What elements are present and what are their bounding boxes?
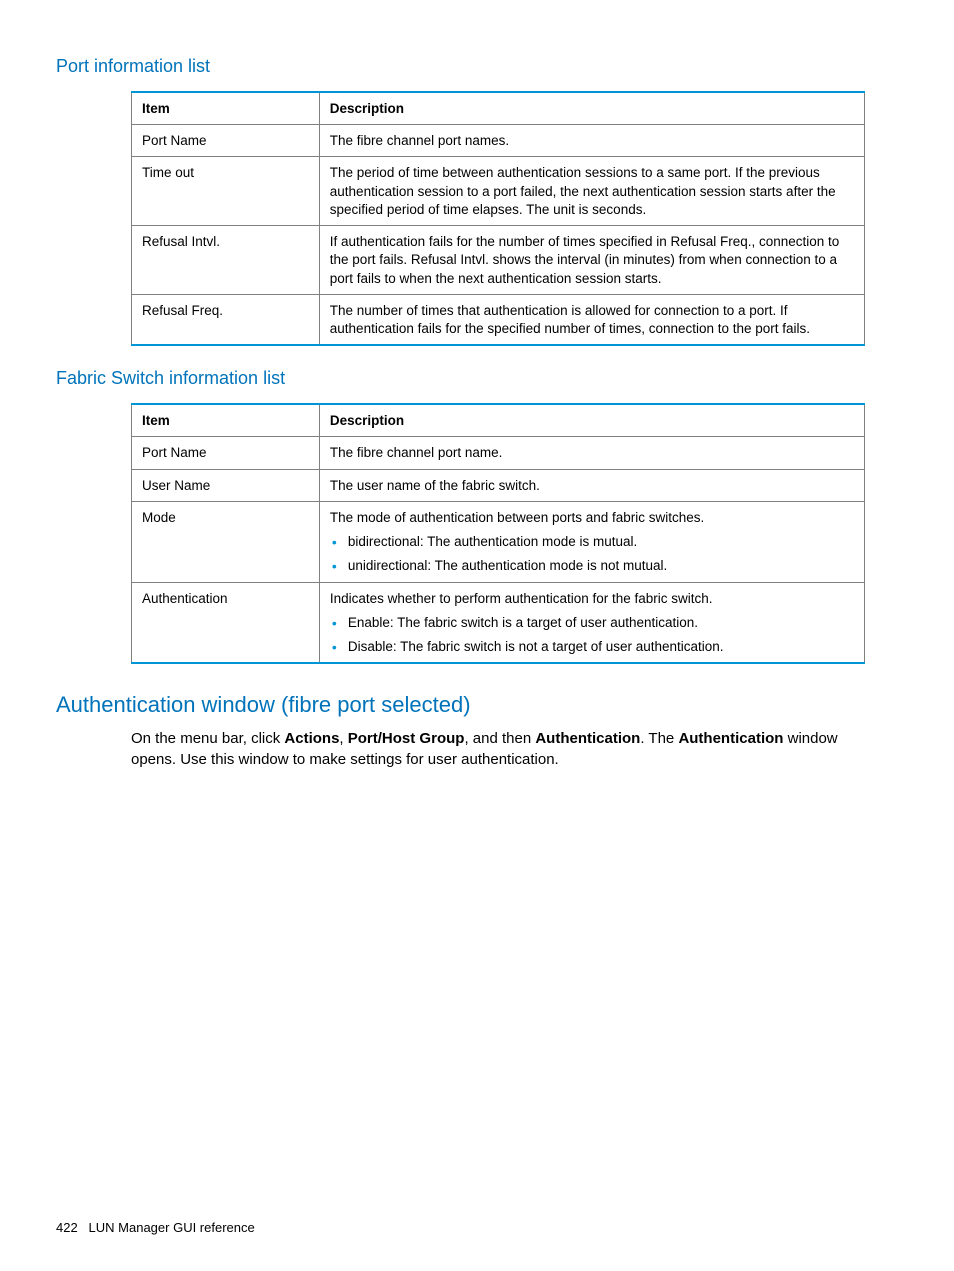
table-row: Refusal Intvl. If authentication fails f… (132, 226, 865, 295)
cell-item: Authentication (132, 582, 320, 663)
cell-item: Mode (132, 501, 320, 582)
page-number: 422 (56, 1220, 78, 1235)
port-info-table: Item Description Port Name The fibre cha… (131, 91, 865, 346)
para-text: , and then (464, 730, 535, 747)
bullet-item: unidirectional: The authentication mode … (330, 557, 854, 575)
cell-desc: The fibre channel port names. (319, 125, 864, 157)
table-row: Time out The period of time between auth… (132, 157, 865, 226)
para-text: . The (640, 730, 678, 747)
bullet-item: Disable: The fabric switch is not a targ… (330, 638, 854, 656)
table-header-row: Item Description (132, 404, 865, 437)
table-row: Refusal Freq. The number of times that a… (132, 294, 865, 345)
table-header-row: Item Description (132, 92, 865, 125)
cell-desc: The mode of authentication between ports… (319, 501, 864, 582)
cell-desc: Indicates whether to perform authenticat… (319, 582, 864, 663)
fabric-switch-table: Item Description Port Name The fibre cha… (131, 403, 865, 664)
footer-label: LUN Manager GUI reference (89, 1220, 255, 1235)
table-row: Port Name The fibre channel port names. (132, 125, 865, 157)
table-row: User Name The user name of the fabric sw… (132, 469, 865, 501)
para-bold: Actions (284, 730, 339, 747)
para-text: On the menu bar, click (131, 730, 284, 747)
section-heading-auth-window: Authentication window (fibre port select… (56, 692, 898, 718)
bullet-list: bidirectional: The authentication mode i… (330, 533, 854, 575)
cell-item: Refusal Freq. (132, 294, 320, 345)
para-bold: Authentication (678, 730, 783, 747)
cell-item: User Name (132, 469, 320, 501)
cell-item: Port Name (132, 125, 320, 157)
cell-desc: The fibre channel port name. (319, 437, 864, 469)
bullet-item: Enable: The fabric switch is a target of… (330, 614, 854, 632)
cell-desc-intro: Indicates whether to perform authenticat… (330, 591, 713, 606)
table-row: Authentication Indicates whether to perf… (132, 582, 865, 663)
bullet-list: Enable: The fabric switch is a target of… (330, 614, 854, 656)
cell-desc: If authentication fails for the number o… (319, 226, 864, 295)
col-header-item: Item (132, 404, 320, 437)
para-bold: Port/Host Group (348, 730, 465, 747)
section-heading-port-info: Port information list (56, 56, 898, 77)
col-header-description: Description (319, 92, 864, 125)
page-footer: 422 LUN Manager GUI reference (56, 1220, 255, 1235)
section-heading-fabric-switch: Fabric Switch information list (56, 368, 898, 389)
cell-desc: The period of time between authenticatio… (319, 157, 864, 226)
para-text: , (339, 730, 347, 747)
auth-window-paragraph: On the menu bar, click Actions, Port/Hos… (131, 728, 865, 770)
cell-item: Time out (132, 157, 320, 226)
bullet-item: bidirectional: The authentication mode i… (330, 533, 854, 551)
cell-desc: The number of times that authentication … (319, 294, 864, 345)
cell-item: Refusal Intvl. (132, 226, 320, 295)
col-header-item: Item (132, 92, 320, 125)
cell-item: Port Name (132, 437, 320, 469)
para-bold: Authentication (535, 730, 640, 747)
table-row: Mode The mode of authentication between … (132, 501, 865, 582)
col-header-description: Description (319, 404, 864, 437)
table-row: Port Name The fibre channel port name. (132, 437, 865, 469)
cell-desc: The user name of the fabric switch. (319, 469, 864, 501)
cell-desc-intro: The mode of authentication between ports… (330, 510, 704, 525)
